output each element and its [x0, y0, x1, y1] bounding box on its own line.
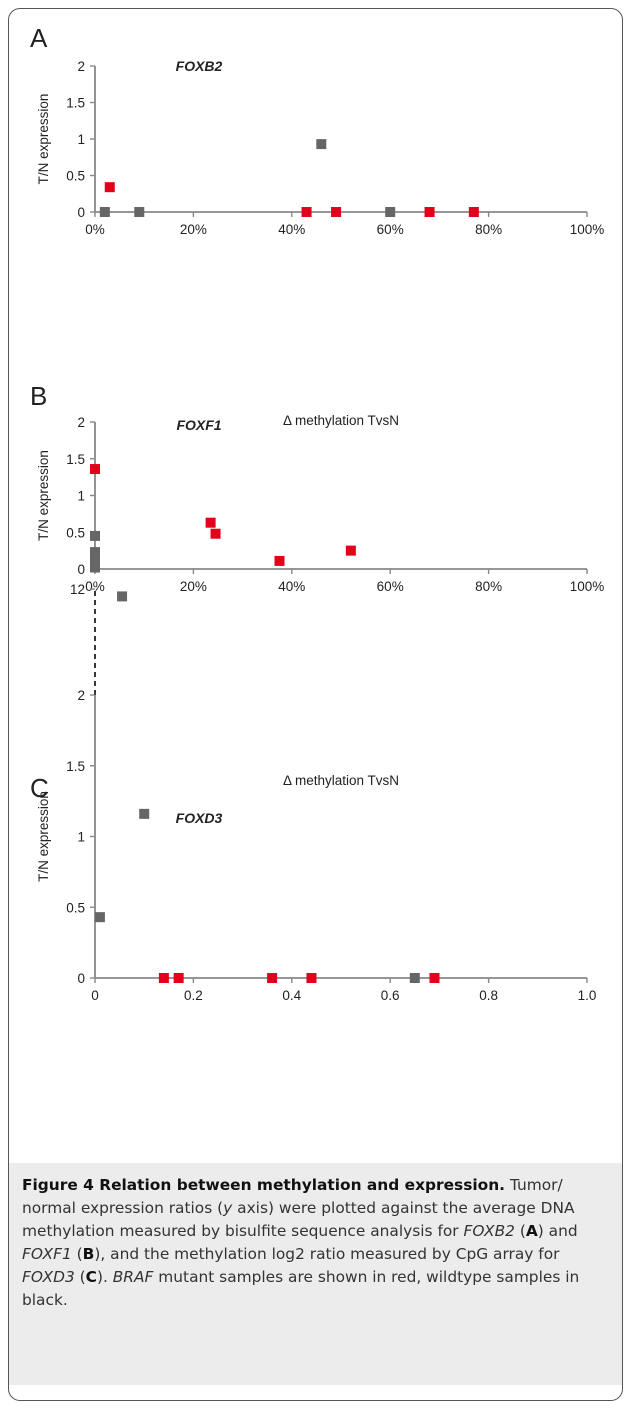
y-tick-label: 0.5	[66, 169, 85, 184]
x-tick-label: 100%	[570, 222, 605, 237]
chart-panel-c: CFOXD31200.511.5200.20.40.60.81.0LogRati…	[30, 582, 597, 1003]
data-point	[94, 912, 105, 923]
x-tick-label: 0.8	[479, 988, 498, 1003]
x-tick-label: 0.6	[381, 988, 400, 1003]
data-point	[104, 182, 115, 193]
y-tick-label: 0	[77, 971, 85, 986]
x-tick-label: 20%	[180, 222, 207, 237]
y-axis-label: T/N expression	[36, 791, 51, 882]
x-tick-label: 60%	[377, 579, 404, 594]
x-tick-label: 20%	[180, 579, 207, 594]
x-tick-label: 0.2	[184, 988, 203, 1003]
x-tick-label: 0%	[85, 222, 105, 237]
data-point	[409, 973, 420, 983]
y-tick-label: 2	[77, 415, 85, 430]
x-tick-label: 60%	[377, 222, 404, 237]
data-point	[316, 139, 327, 150]
y-tick-label: 2	[77, 688, 85, 703]
data-point	[424, 207, 435, 217]
data-point	[267, 973, 278, 983]
data-point	[99, 207, 110, 217]
data-point	[210, 528, 221, 539]
x-axis-label: Δ methylation TvsN	[283, 773, 399, 788]
y-tick-label: 1	[77, 830, 85, 845]
caption-run: y	[223, 1199, 233, 1217]
data-point	[90, 547, 100, 558]
y-tick-label: 1	[77, 489, 85, 504]
caption-run: FOXD3	[22, 1268, 75, 1286]
y-tick-label: 1	[77, 132, 85, 147]
data-point	[429, 973, 440, 983]
caption-run: (	[74, 1268, 86, 1286]
panel-label: A	[30, 23, 48, 53]
caption-run: C	[85, 1268, 97, 1286]
chart-title: FOXF1	[176, 417, 221, 433]
y-tick-label: 12	[70, 582, 85, 597]
caption-run: (	[514, 1222, 526, 1240]
caption-run: ) and	[537, 1222, 578, 1240]
y-axis-label: T/N expression	[36, 450, 51, 541]
x-tick-label: 40%	[278, 222, 305, 237]
data-point	[134, 207, 145, 217]
data-point	[301, 207, 312, 217]
data-point	[345, 545, 356, 556]
caption-run: ).	[96, 1268, 113, 1286]
caption-run: A	[525, 1222, 538, 1240]
x-tick-label: 80%	[475, 222, 502, 237]
caption-run: axis) were plotted against the average D…	[22, 1199, 575, 1240]
y-tick-label: 0	[77, 562, 85, 577]
data-point	[331, 207, 342, 217]
panel-label: B	[30, 381, 47, 411]
y-axis-label: T/N expression	[36, 94, 51, 185]
x-tick-label: 100%	[570, 579, 605, 594]
caption-run: FOXB2	[463, 1222, 515, 1240]
data-point	[158, 973, 169, 983]
caption-background	[9, 1163, 622, 1385]
data-point	[385, 207, 396, 217]
x-tick-label: 0	[91, 988, 99, 1003]
x-tick-label: 1.0	[578, 988, 597, 1003]
data-point	[90, 530, 100, 541]
data-point	[90, 562, 100, 573]
chart-title: FOXD3	[176, 810, 223, 826]
caption-run: ), and the methylation log2 ratio measur…	[94, 1245, 560, 1263]
caption-run: BRAF	[112, 1268, 154, 1286]
y-tick-label: 0.5	[66, 900, 85, 915]
caption-run: B	[82, 1245, 95, 1263]
y-tick-label: 1.5	[66, 96, 85, 111]
x-tick-label: 0.4	[282, 988, 301, 1003]
y-tick-label: 1.5	[66, 759, 85, 774]
caption-run: (	[71, 1245, 83, 1263]
caption-body: Tumor/ normal expression ratios (y axis)…	[22, 1176, 579, 1309]
y-tick-label: 0	[77, 205, 85, 220]
x-axis-label: Δ methylation TvsN	[283, 413, 399, 428]
data-point	[139, 808, 150, 819]
y-tick-label: 1.5	[66, 452, 85, 467]
data-point	[306, 973, 317, 983]
caption-title: Figure 4 Relation between methylation an…	[22, 1176, 506, 1194]
caption-run: mutant samples are shown in red, wildtyp…	[22, 1268, 580, 1309]
data-point	[468, 207, 479, 217]
y-tick-label: 2	[77, 59, 85, 74]
x-tick-label: 40%	[278, 579, 305, 594]
caption-run: Tumor/ normal expression ratios (	[22, 1176, 563, 1217]
data-point	[274, 555, 285, 566]
panel-label: C	[30, 773, 49, 803]
data-point	[90, 464, 100, 475]
data-point	[117, 591, 128, 602]
x-tick-label: 80%	[475, 579, 502, 594]
data-point	[205, 517, 216, 528]
data-point	[173, 973, 184, 983]
caption-run: FOXF1	[22, 1245, 72, 1263]
x-tick-label: 0%	[85, 579, 105, 594]
figure-caption: Figure 4 Relation between methylation an…	[22, 1174, 614, 1312]
chart-title: FOXB2	[176, 58, 223, 74]
y-tick-label: 0.5	[66, 525, 85, 540]
